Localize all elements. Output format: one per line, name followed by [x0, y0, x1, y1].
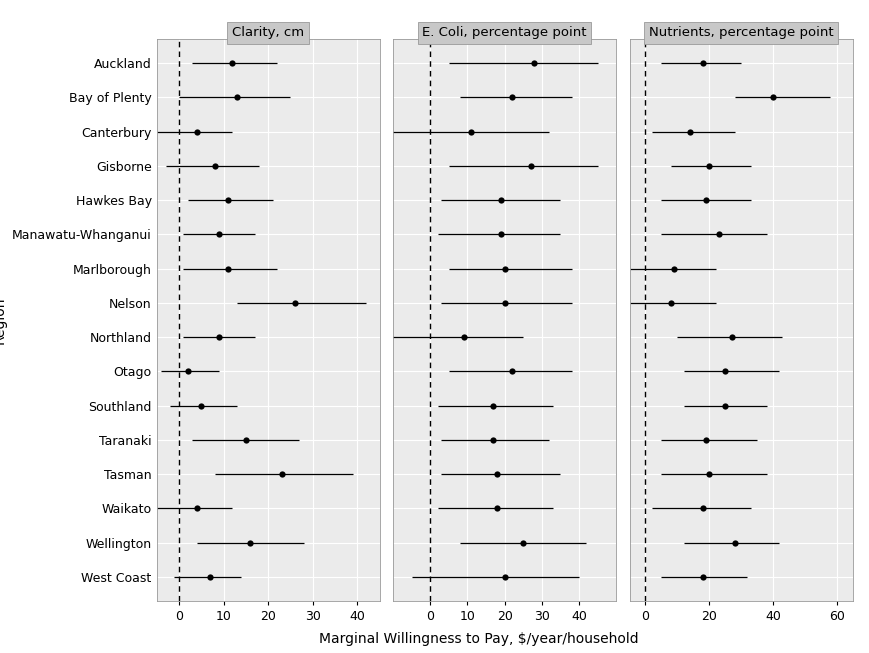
Title: Clarity, cm: Clarity, cm	[232, 26, 304, 39]
Y-axis label: Region: Region	[0, 296, 6, 343]
Text: Marginal Willingness to Pay, $/year/household: Marginal Willingness to Pay, $/year/hous…	[318, 633, 638, 646]
Title: E. Coli, percentage point: E. Coli, percentage point	[421, 26, 587, 39]
Title: Nutrients, percentage point: Nutrients, percentage point	[648, 26, 833, 39]
